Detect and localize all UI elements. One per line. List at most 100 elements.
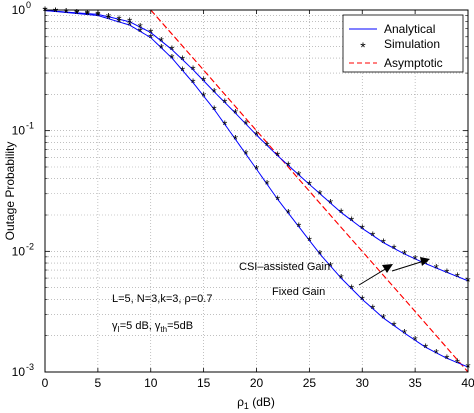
simulation-marker: * [159,34,164,49]
simulation-marker: * [381,236,386,251]
analytical-line [44,10,469,368]
y-tick-label-exponent: -3 [26,362,34,372]
simulation-marker: * [74,7,79,22]
simulation-marker: * [381,311,386,326]
arrow-fixed [358,264,393,286]
simulation-marker: * [169,51,174,66]
simulation-marker: * [148,26,153,41]
simulation-marker: * [444,351,449,366]
simulation-marker: * [116,12,121,27]
simulation-marker: * [127,15,132,30]
simulation-marker: * [201,74,206,89]
simulation-marker: * [307,233,312,248]
simulation-marker: * [191,63,196,78]
simulation-marker: * [148,31,153,46]
simulation-marker: * [265,177,270,192]
x-tick-label: 0 [42,376,49,390]
simulation-marker: * [349,213,354,228]
x-tick-label: 5 [95,376,102,390]
simulation-marker: * [212,85,217,100]
simulation-marker: * [254,128,259,143]
simulation-marker: * [286,206,291,221]
simulation-marker: * [53,5,58,20]
simulation-marker: * [243,147,248,162]
simulation-marker: * [254,162,259,177]
simulation-marker: * [296,168,301,183]
simulation-marker: * [402,326,407,341]
simulation-marker: * [423,340,428,355]
annotation-parameters-line1: L=5, N=3,k=3, ρ=0.7 [112,293,212,305]
annotation-csi-assisted-gain: CSI–assisted Gain [239,261,330,273]
y-tick-label: 10 [12,3,26,17]
simulation-marker: * [212,102,217,117]
simulation-marker: * [191,76,196,91]
arrow-csi [391,257,430,272]
simulation-marker: * [127,18,132,33]
x-axis-label: ρ1 (dB) [237,395,275,411]
asymptotic-line [150,9,469,373]
simulation-marker: * [455,270,460,285]
legend-simulation-label: Simulation [384,37,440,51]
simulation-marker: * [222,95,227,110]
simulation-marker: * [434,261,439,276]
y-tick-label: 10 [12,124,26,138]
simulation-marker: * [85,8,90,23]
simulation-marker: * [370,229,375,244]
simulation-marker: * [413,252,418,267]
x-tick-label: 20 [250,376,264,390]
simulation-marker: * [339,205,344,220]
legend-analytical-label: Analytical [384,22,435,36]
x-tick-label: 10 [144,376,158,390]
simulation-marker: * [106,12,111,27]
simulation-marker: * [138,20,143,35]
simulation-marker: * [317,247,322,262]
y-tick-label: 10 [12,244,26,258]
y-tick-label-exponent: -1 [26,121,34,131]
x-tick-label: 40 [461,376,474,390]
simulation-marker: * [360,292,365,307]
y-axis-label: Outage Probability [3,142,17,241]
simulation-marker: * [106,10,111,25]
simulation-marker: * [328,259,333,274]
simulation-marker: * [360,221,365,236]
simulation-marker: * [222,117,227,132]
simulation-marker: * [95,7,100,22]
legend-simulation-marker: * [360,39,366,55]
simulation-marker: * [180,63,185,78]
x-tick-label: 35 [408,376,422,390]
annotation-parameters-line2: γI=5 dB, γth=5dB [112,320,193,334]
simulation-marker: * [233,132,238,147]
simulation-marker: * [455,356,460,371]
simulation-marker: * [169,43,174,58]
x-axis-label-subscript: 1 [244,401,249,411]
simulation-marker: * [265,138,270,153]
simulation-marker: * [275,149,280,164]
simulation-marker: * [328,196,333,211]
simulation-marker: * [413,333,418,348]
simulation-marker: * [138,24,143,39]
legend-asymptotic-label: Asymptotic [384,56,443,70]
simulation-marker: * [402,247,407,262]
y-tick-label-exponent: 0 [26,0,31,10]
legend-box [342,14,464,73]
simulation-marker: * [180,53,185,68]
y-tick-label-exponent: -2 [26,241,34,251]
legend: Analytical * Simulation Asymptotic [342,14,464,73]
x-axis-label-unit: (dB) [249,395,275,409]
simulation-marker: * [243,117,248,132]
simulation-marker: * [339,271,344,286]
analytical-line [44,10,469,282]
simulation-marker: * [391,319,396,334]
simulation-marker: * [64,6,69,21]
simulation-marker: * [275,192,280,207]
simulation-marker: * [233,106,238,121]
simulation-marker: * [444,265,449,280]
simulation-marker: * [95,9,100,24]
simulation-marker: * [434,346,439,361]
simulation-marker: * [317,187,322,202]
simulation-marker: * [286,158,291,173]
simulation-marker: * [423,257,428,272]
x-tick-label: 15 [197,376,211,390]
